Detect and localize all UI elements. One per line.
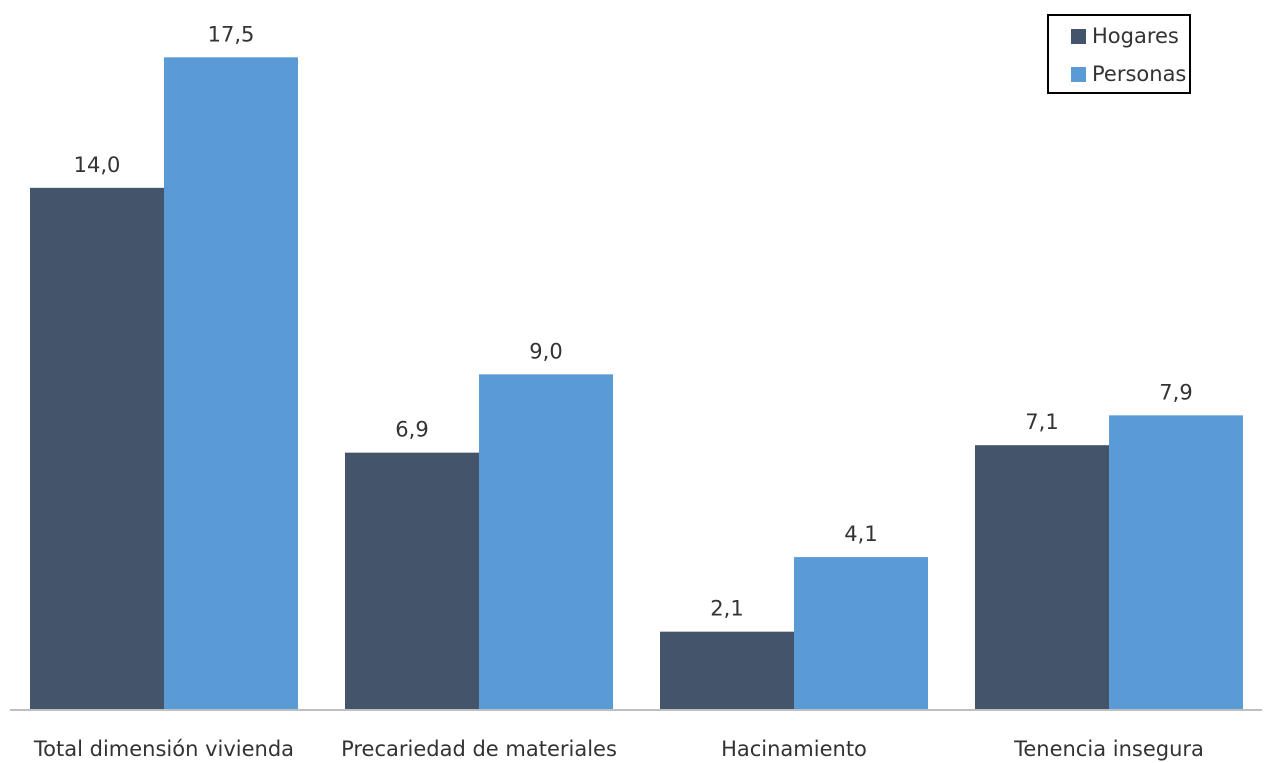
bars-group (30, 57, 1243, 711)
x-tick-label-hacinamiento: Hacinamiento (721, 737, 867, 761)
value-label-personas-precariedad-de-materiales: 9,0 (529, 339, 562, 363)
legend-label-personas: Personas (1092, 62, 1187, 86)
x-tick-label-total-dimension-vivienda: Total dimensión vivienda (33, 737, 294, 761)
value-label-personas-total-dimension-vivienda: 17,5 (208, 22, 255, 46)
x-tick-labels-group: Total dimensión vivienda Precariedad de m… (33, 737, 1204, 761)
bar-personas-total-dimension-vivienda (164, 57, 298, 710)
legend-swatch-personas (1071, 66, 1086, 82)
x-tick-label-precariedad-de-materiales: Precariedad de materiales (341, 737, 617, 761)
bar-personas-hacinamiento (794, 557, 928, 710)
legend-item-hogares: Hogares (1071, 24, 1179, 48)
chart-legend: Hogares Personas (1047, 14, 1191, 94)
bar-hogares-hacinamiento (660, 631, 794, 710)
bar-personas-tenencia-insegura (1109, 415, 1243, 710)
bar-hogares-total-dimension-vivienda (30, 187, 164, 711)
legend-label-hogares: Hogares (1092, 24, 1179, 48)
value-labels-group: 14,0 17,5 6,9 9,0 2,1 4,1 7,1 7,9 (74, 22, 1193, 620)
bar-personas-precariedad-de-materiales (479, 374, 613, 710)
legend-swatch-hogares (1071, 28, 1086, 44)
bar-hogares-precariedad-de-materiales (345, 452, 479, 710)
value-label-hogares-tenencia-insegura: 7,1 (1025, 410, 1058, 434)
value-label-hogares-total-dimension-vivienda: 14,0 (74, 153, 121, 177)
value-label-hogares-hacinamiento: 2,1 (710, 597, 743, 621)
value-label-hogares-precariedad-de-materiales: 6,9 (395, 418, 428, 442)
value-label-personas-tenencia-insegura: 7,9 (1159, 380, 1192, 404)
value-label-personas-hacinamiento: 4,1 (844, 522, 877, 546)
x-tick-label-tenencia-insegura: Tenencia insegura (1013, 737, 1204, 761)
bar-hogares-tenencia-insegura (975, 445, 1109, 710)
legend-item-personas: Personas (1071, 62, 1186, 86)
